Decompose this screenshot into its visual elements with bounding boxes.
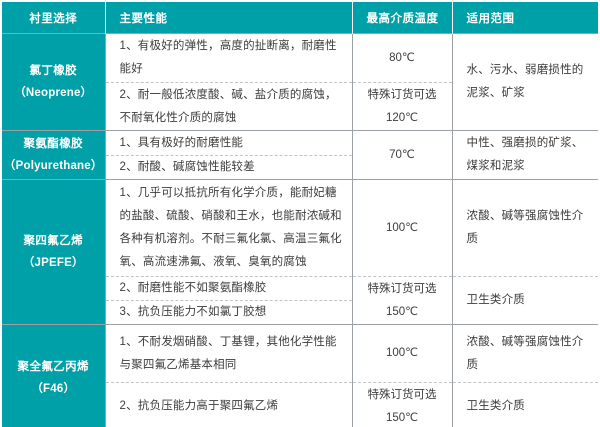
- material-cell-f46: 聚全氟乙丙烯 （F46）: [2, 324, 106, 427]
- performance-item: 1、有极好的弹性，高度的扯断离，耐磨性能好: [106, 34, 352, 82]
- performance-text: 1、有极好的弹性，高度的扯断离，耐磨性能好: [119, 40, 337, 75]
- material-name-cn: 聚全氟乙丙烯: [17, 360, 89, 373]
- scope-text: 水、污水、弱磨损性的泥浆、矿浆: [466, 64, 584, 99]
- scope-text: 中性、强磨损的矿浆、煤浆和泥浆: [466, 137, 584, 172]
- material-name-cn: 聚氨酯橡胶: [23, 138, 83, 150]
- temperature-cell-f46: 100℃ 特殊订货可选 150℃: [352, 324, 453, 427]
- material-cell-polyurethane: 聚氨酯橡胶 （Polyurethane）: [2, 130, 106, 180]
- scope-item: 卫生类介质: [452, 382, 598, 427]
- temperature-text: 100℃: [385, 221, 419, 234]
- performance-item: 1、不耐发烟硝酸、丁基锂，其他化学性能与聚四氟乙烯基本相同: [106, 325, 352, 382]
- temperature-item: 特殊订货可选 120℃: [352, 82, 452, 130]
- scope-item: 浓酸、碱等强腐蚀性介质: [453, 325, 599, 382]
- temperature-item: 100℃: [353, 325, 452, 382]
- material-cell-neoprene: 氯丁橡胶 （Neoprene）: [2, 33, 106, 131]
- temperature-text: 特殊订货可选 150℃: [367, 282, 437, 318]
- temperature-text: 80℃: [389, 51, 415, 64]
- temperature-item: 特殊订货可选 150℃: [352, 276, 452, 324]
- scope-item: 浓酸、碱等强腐蚀性介质: [453, 180, 599, 276]
- performance-cell-polyurethane: 1、具有极好的耐磨性能 2、耐酸、碱腐蚀性能较差: [105, 130, 353, 180]
- performance-cell-jpefe: 1、几乎可以抵抗所有化学介质，能耐妃糖的盐酸、硫酸、硝酸和王水，也能耐浓碱和各种…: [105, 179, 353, 325]
- column-header-temperature: 最高介质温度: [351, 2, 452, 34]
- table-header-row: 衬里选择 主要性能 最高介质温度 适用范围: [2, 2, 598, 34]
- scope-cell-polyurethane: 中性、强磨损的矿浆、煤浆和泥浆: [452, 130, 598, 180]
- performance-item: 2、耐磨性能不如聚氨酯橡胶: [105, 276, 352, 300]
- table-row: 聚四氟乙烯 （JPEFE） 1、几乎可以抵抗所有化学介质，能耐妃糖的盐酸、硫酸、…: [2, 179, 599, 325]
- scope-cell-f46: 浓酸、碱等强腐蚀性介质 卫生类介质: [452, 324, 599, 427]
- temperature-cell-polyurethane: 70℃: [352, 130, 453, 180]
- material-name-en: （Polyurethane）: [3, 160, 103, 172]
- temperature-text: 特殊订货可选 150℃: [367, 388, 437, 424]
- performance-item: 3、抗负压能力不如氯丁胶想: [105, 300, 352, 324]
- table-row: 聚氨酯橡胶 （Polyurethane） 1、具有极好的耐磨性能 2、耐酸、碱腐…: [2, 130, 598, 180]
- material-name-en: （JPEFE）: [22, 257, 84, 269]
- performance-text: 2、耐磨性能不如聚氨酯橡胶: [119, 282, 267, 294]
- performance-text: 1、几乎可以抵抗所有化学介质，能耐妃糖的盐酸、硫酸、硝酸和王水，也能耐浓碱和各种…: [119, 187, 342, 268]
- scope-item: 卫生类介质: [452, 276, 598, 324]
- performance-cell-neoprene: 1、有极好的弹性，高度的扯断离，耐磨性能好 2、耐一般低浓度酸、碱、盐介质的腐蚀…: [105, 33, 353, 131]
- scope-text: 卫生类介质: [466, 294, 525, 306]
- column-header-scope: 适用范围: [451, 2, 598, 34]
- temperature-item: 100℃: [353, 180, 452, 276]
- temperature-cell-jpefe: 100℃ 特殊订货可选 150℃: [352, 179, 453, 325]
- performance-text: 1、不耐发烟硝酸、丁基锂，其他化学性能与聚四氟乙烯基本相同: [119, 335, 337, 371]
- temperature-item: 80℃: [353, 34, 452, 82]
- performance-text: 1、具有极好的耐磨性能: [119, 136, 244, 149]
- column-header-performance: 主要性能: [105, 2, 352, 34]
- material-name-cn: 氯丁橡胶: [29, 65, 78, 77]
- table-row: 聚全氟乙丙烯 （F46） 1、不耐发烟硝酸、丁基锂，其他化学性能与聚四氟乙烯基本…: [2, 324, 599, 427]
- performance-item: 1、具有极好的耐磨性能: [106, 131, 352, 155]
- material-name-cn: 聚四氟乙烯: [23, 235, 83, 247]
- performance-item: 1、几乎可以抵抗所有化学介质，能耐妃糖的盐酸、硫酸、硝酸和王水，也能耐浓碱和各种…: [106, 180, 352, 276]
- material-cell-jpefe: 聚四氟乙烯 （JPEFE）: [2, 179, 106, 325]
- performance-text: 2、耐酸、碱腐蚀性能较差: [119, 161, 255, 173]
- performance-cell-f46: 1、不耐发烟硝酸、丁基锂，其他化学性能与聚四氟乙烯基本相同 2、抗负压能力高于聚…: [105, 324, 353, 427]
- scope-cell-neoprene: 水、污水、弱磨损性的泥浆、矿浆: [452, 33, 598, 131]
- temperature-text: 特殊订货可选 120℃: [367, 88, 437, 124]
- scope-text: 浓酸、碱等强腐蚀性介质: [466, 210, 584, 245]
- performance-text: 2、抗负压能力高于聚四氟乙烯: [119, 400, 279, 412]
- performance-text: 3、抗负压能力不如氯丁胶想: [119, 306, 267, 318]
- performance-item: 2、抗负压能力高于聚四氟乙烯: [105, 382, 352, 427]
- temperature-cell-neoprene: 80℃ 特殊订货可选 120℃: [352, 33, 453, 131]
- temperature-item: 特殊订货可选 150℃: [352, 382, 452, 427]
- scope-text: 浓酸、碱等强腐蚀性介质: [466, 335, 584, 371]
- table-row: 氯丁橡胶 （Neoprene） 1、有极好的弹性，高度的扯断离，耐磨性能好 2、…: [2, 33, 598, 131]
- performance-text: 2、耐一般低浓度酸、碱、盐介质的腐蚀，不耐氧化性介质的腐蚀: [119, 88, 337, 124]
- temperature-text: 70℃: [389, 148, 415, 161]
- scope-text: 卫生类介质: [466, 400, 525, 412]
- temperature-text: 100℃: [385, 347, 419, 359]
- material-name-en: （Neoprene）: [14, 87, 93, 99]
- performance-item: 2、耐酸、碱腐蚀性能较差: [105, 155, 352, 179]
- table-header: 衬里选择 主要性能 最高介质温度 适用范围: [2, 2, 598, 34]
- scope-cell-jpefe: 浓酸、碱等强腐蚀性介质 卫生类介质: [452, 179, 599, 325]
- material-name-en: （F46）: [31, 382, 76, 395]
- table-body: 氯丁橡胶 （Neoprene） 1、有极好的弹性，高度的扯断离，耐磨性能好 2、…: [2, 33, 599, 427]
- performance-item: 2、耐一般低浓度酸、碱、盐介质的腐蚀，不耐氧化性介质的腐蚀: [105, 82, 352, 130]
- column-header-material: 衬里选择: [2, 2, 106, 34]
